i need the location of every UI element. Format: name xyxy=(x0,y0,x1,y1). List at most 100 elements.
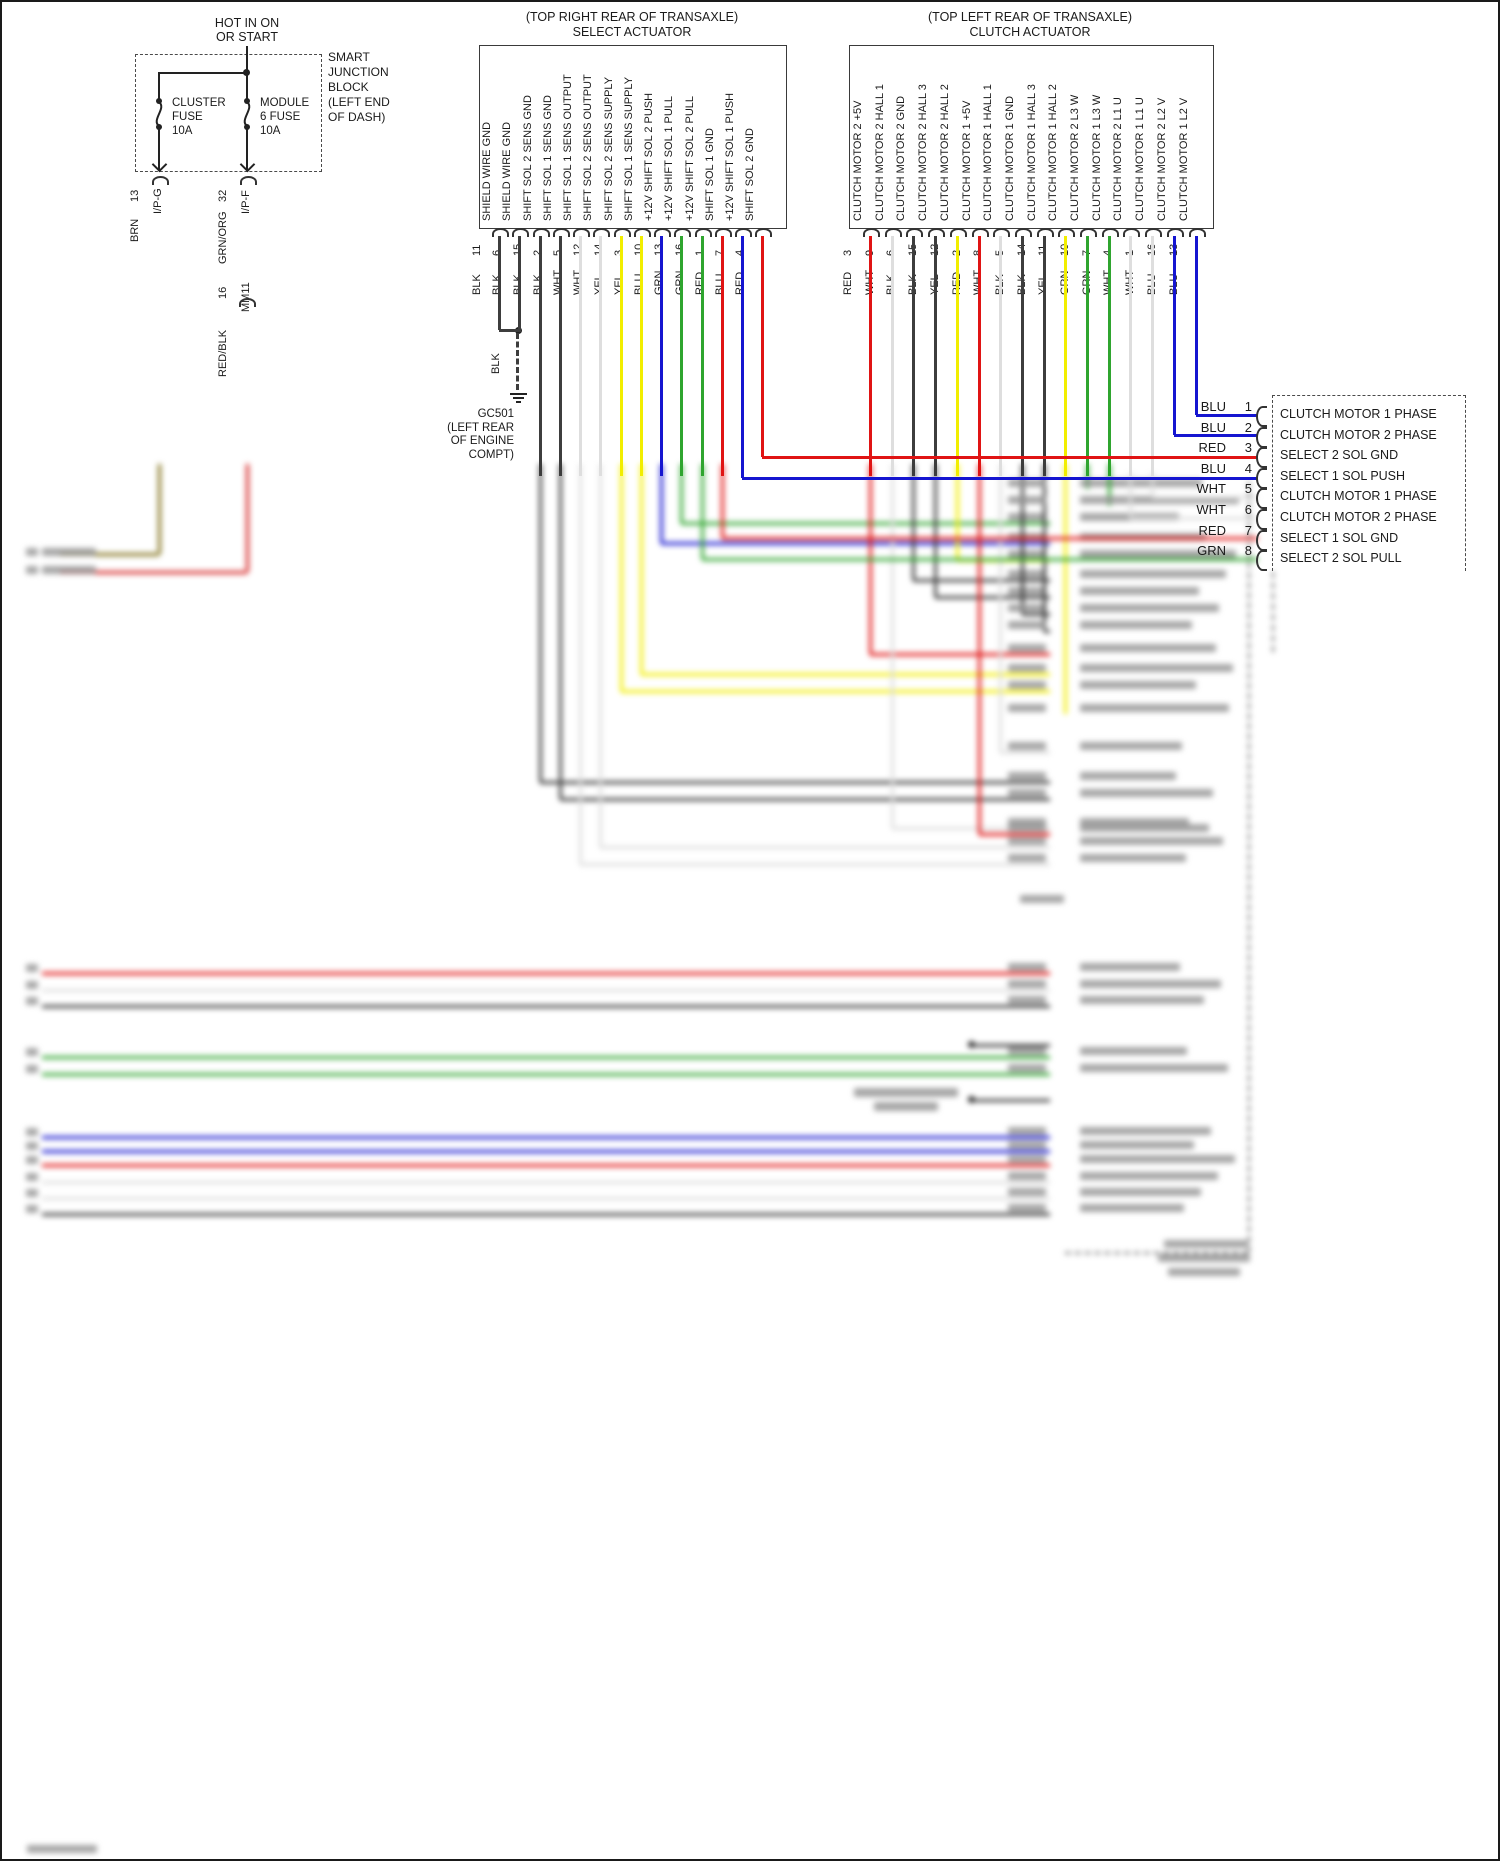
pin-signal-label: SHIFT SOL 1 SENS GND xyxy=(542,95,554,221)
blurred-wire xyxy=(1000,750,1050,754)
blurred-wire xyxy=(42,988,1050,992)
pin-connector-arc xyxy=(674,228,691,237)
blurred-label-bar xyxy=(1080,704,1229,712)
pin-signal-label: CLUTCH MOTOR 2 GND xyxy=(895,95,907,221)
blurred-label-bar xyxy=(1008,1064,1046,1072)
blurred-label-bar xyxy=(1080,496,1239,504)
pin-signal-label: CLUTCH MOTOR 2 L1 U xyxy=(1112,97,1124,221)
feed-line xyxy=(158,72,160,102)
select-actuator-title: SELECT ACTUATOR xyxy=(572,25,692,39)
blurred-label-bar xyxy=(1008,1204,1046,1212)
connector-row-arc xyxy=(1256,550,1267,571)
pin-signal-label: +12V SHIFT SOL 2 PUSH xyxy=(643,92,655,221)
clutch-actuator-title: CLUTCH ACTUATOR xyxy=(969,25,1091,39)
select-actuator-location: (TOP RIGHT REAR OF TRANSAXLE) xyxy=(525,10,739,24)
blurred-label-bar xyxy=(1008,479,1046,487)
blurred-wire xyxy=(578,464,582,864)
blurred-label-bar xyxy=(1080,789,1213,797)
connector-row-color: BLU xyxy=(1200,461,1226,476)
pin-signal-label: CLUTCH MOTOR 2 HALL 2 xyxy=(939,84,951,221)
blurred-wire xyxy=(933,464,937,597)
blurred-dashed-edge xyxy=(1065,1252,1248,1254)
blurred-label-bar xyxy=(1080,1172,1218,1180)
wire-segment xyxy=(1020,236,1024,476)
blurred-label-bar xyxy=(1008,980,1046,988)
wire-segment xyxy=(578,236,582,476)
pin-signal-label: CLUTCH MOTOR 1 L2 V xyxy=(1178,97,1190,221)
blurred-wire xyxy=(661,541,1050,545)
pin-connector-arc xyxy=(928,228,945,237)
blurred-label-bar xyxy=(1008,789,1046,797)
blurred-wire xyxy=(979,832,1050,836)
junction-dot xyxy=(243,69,250,76)
wire-segment xyxy=(659,236,663,476)
pin-signal-label: SHIFT SOL 1 GND xyxy=(704,128,716,221)
blurred-wire xyxy=(540,780,1050,784)
blurred-label-bar xyxy=(1008,621,1046,629)
blurred-label-bar xyxy=(1008,772,1046,780)
blurred-label-bar xyxy=(1080,664,1233,672)
wire-segment xyxy=(639,236,643,476)
pin-connector-arc xyxy=(1058,228,1075,237)
blurred-label-bar xyxy=(1008,513,1046,521)
blurred-wire xyxy=(42,971,1050,975)
connector-row-pin: 1 xyxy=(1244,399,1252,414)
connector-row-color: GRN xyxy=(1197,543,1226,558)
wire-segment xyxy=(1194,236,1198,415)
blurred-wire xyxy=(892,826,1050,830)
wire-segment xyxy=(720,236,724,476)
wire-segment xyxy=(761,457,764,476)
pin-connector-arc xyxy=(695,228,712,237)
blurred-label-bar xyxy=(1008,587,1046,595)
blurred-label-bar xyxy=(1080,479,1202,487)
pin-connector-arc xyxy=(1015,228,1032,237)
blurred-wire xyxy=(42,1149,1050,1153)
pin-number: 3 xyxy=(842,249,854,256)
connector-row-pin: 3 xyxy=(1244,440,1252,455)
pin-connector-arc xyxy=(1102,228,1119,237)
blurred-wire xyxy=(1152,495,1258,499)
blurred-wire xyxy=(42,1212,1050,1216)
connector-row-signal: CLUTCH MOTOR 2 PHASE xyxy=(1280,510,1437,524)
fuse-symbol xyxy=(155,98,163,130)
wire-segment xyxy=(890,236,894,476)
blurred-wire xyxy=(558,464,562,799)
blurred-label-bar xyxy=(1080,621,1192,629)
pin-connector-arc xyxy=(715,228,732,237)
blurred-wire xyxy=(42,1004,1050,1008)
smart-junction-block-label: SMART JUNCTION BLOCK (LEFT END OF DASH) xyxy=(328,50,390,124)
pin-signal-label: +12V SHIFT SOL 1 PUSH xyxy=(724,92,736,221)
connector-row-signal: SELECT 2 SOL GND xyxy=(1280,448,1399,462)
wire-segment xyxy=(619,236,623,476)
wire-segment xyxy=(955,236,959,476)
blurred-label-bar xyxy=(1080,963,1180,971)
blurred-wire xyxy=(621,689,1050,693)
blurred-label-bar xyxy=(1008,818,1046,826)
blurred-label-bar xyxy=(1080,587,1199,595)
blurred-wire xyxy=(911,464,915,580)
blurred-label-bar xyxy=(1080,996,1204,1004)
pin-connector-arc xyxy=(492,228,509,237)
blurred-wire xyxy=(42,1135,1050,1139)
clutch-actuator-box xyxy=(849,45,1214,229)
blurred-wire xyxy=(935,595,1050,599)
wire-segment xyxy=(977,236,981,476)
connector-row-arc xyxy=(1256,447,1267,468)
blurred-wire xyxy=(681,521,1050,525)
wire-segment xyxy=(998,236,1002,476)
hot-feed-label: HOT IN ON OR START xyxy=(214,16,280,44)
feed-line xyxy=(246,72,248,102)
blurred-label-bar xyxy=(26,1189,38,1197)
blurred-wire xyxy=(977,464,981,834)
pin-signal-label: CLUTCH MOTOR 1 GND xyxy=(1004,95,1016,221)
pin-connector-arc xyxy=(573,228,590,237)
select-actuator-box xyxy=(479,45,787,229)
wire-segment xyxy=(868,236,872,476)
wire-segment xyxy=(760,236,764,457)
pin-signal-label: CLUTCH MOTOR 2 HALL 3 xyxy=(917,84,929,221)
blurred-label-bar xyxy=(1008,1127,1046,1135)
blurred-wire xyxy=(972,1043,1050,1047)
connector-row-signal: CLUTCH MOTOR 1 PHASE xyxy=(1280,489,1437,503)
blurred-wire xyxy=(1042,464,1046,631)
blurred-label-bar xyxy=(1080,980,1221,988)
